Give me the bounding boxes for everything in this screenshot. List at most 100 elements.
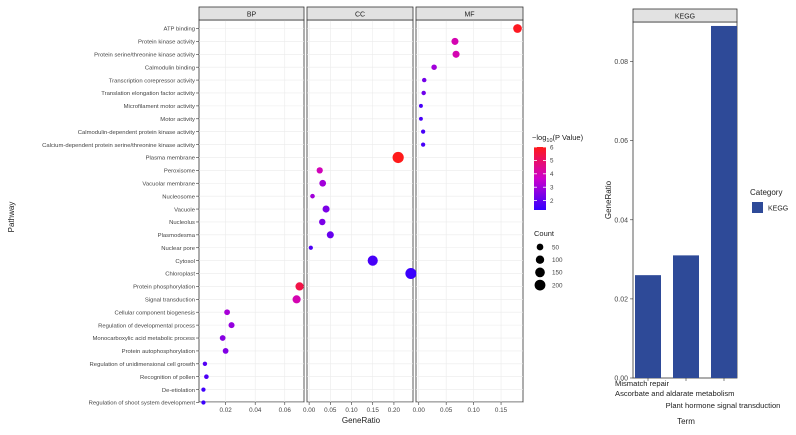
data-point [219,335,226,341]
strip-label-mf: MF [464,12,474,19]
data-point [418,116,423,121]
size-legend-dot [534,279,546,291]
x-tick-label: 0.15 [367,407,380,414]
pathway-label: Transcription corepressor activity [109,78,195,84]
color-tick-label: 3 [550,185,554,192]
size-legend-items: 50 100 150 200 [534,243,563,291]
pathway-label: Protein phosphorylation [133,285,195,291]
data-point [224,309,230,316]
color-tick-label: 4 [550,171,554,178]
strip-mf [415,6,524,21]
bar-x-label: Plant hormone signal transduction [666,401,781,410]
panel-bp [198,19,305,403]
x-tick-label: 0.05 [324,407,337,414]
pathway-label: Translation elongation factor activity [101,91,195,97]
data-point [421,129,426,134]
data-point [319,179,327,187]
kegg-strip [632,8,738,23]
category-legend: Category KEGG [750,188,788,213]
panel-mf [415,19,524,403]
color-gradient-bar [534,147,546,210]
category-legend-label: KEGG [768,206,788,213]
x-axis-title: GeneRatio [342,416,381,425]
size-legend-label: 100 [552,257,563,264]
pathway-label: Monocarboxylic acid metabolic process [93,336,196,342]
pathway-label: De-etiolation [162,388,195,394]
data-point [421,142,426,147]
pathway-label: Protein kinase activity [138,40,195,46]
data-point [326,231,334,239]
data-point [421,90,426,96]
y-axis-title: Pathway [7,202,16,233]
x-tick-label: 0.20 [388,407,401,414]
color-tick-label: 5 [550,158,554,165]
color-legend-title-sub: 10 [546,138,552,144]
gridlines [199,20,523,403]
facet-strips: BP CC MF [198,6,524,21]
data-point [452,50,460,58]
data-point [392,151,404,164]
data-point [513,24,522,33]
x-tick-labels: 0.02 0.04 0.06 0.00 0.05 0.10 0.15 0.20 0.00 0.05… [219,402,508,414]
strip-label-cc: CC [355,12,365,19]
size-legend-dot [536,243,544,251]
data-point [308,245,313,250]
bar [673,255,699,378]
pathway-label: Calcium-dependent protein serine/threoni… [42,143,195,149]
color-tick-label: 6 [550,144,554,151]
pathway-label: Nucleolus [169,220,195,226]
x-tick-label: 0.05 [440,407,453,414]
bar-y-axis-title: GeneRatio [604,180,613,219]
data-point [222,348,229,354]
pathway-label: Microfilament motor activity [124,104,195,110]
pathway-label: Calmodulin binding [145,65,195,71]
data-point [367,255,378,266]
data-point [201,387,206,392]
pathway-label: Regulation of unidimensional cell growth [90,362,195,368]
pathway-label: Calmodulin-dependent protein kinase acti… [78,130,195,136]
panel-cc [306,19,414,403]
size-legend: Count 50 100 150 200 [534,229,563,291]
size-legend-label: 50 [552,244,560,251]
color-legend-title-suffix: (P Value) [553,133,584,142]
bar-x-label: Ascorbate and aldarate metabolism [615,389,734,398]
category-legend-title: Category [750,188,782,197]
x-tick-label: 0.00 [413,407,426,414]
data-point [228,322,235,329]
strip-bp [198,6,305,21]
category-legend-key [752,202,763,213]
data-point [405,268,417,280]
x-tick-label: 0.10 [467,407,480,414]
pathway-label: Chloroplast [165,272,195,278]
pathway-label: Cytosol [175,259,195,265]
pathway-labels: ATP binding Protein kinase activity Protei… [42,27,199,407]
pathway-label: Protein serine/threonine kinase activity [94,52,195,58]
x-tick-label: 0.04 [249,407,262,414]
bar [635,275,661,378]
data-point [422,77,427,83]
bar-y-ticks: 0.00 0.02 0.04 0.06 0.08 [614,59,633,383]
pathway-label: Cellular component biogenesis [114,310,195,316]
data-point [319,218,326,226]
data-point [316,167,323,174]
x-tick-label: 0.00 [303,407,316,414]
bar-y-tick-label: 0.00 [614,376,628,383]
size-legend-label: 200 [552,282,563,289]
pathway-label: Plasmodesma [158,233,196,239]
kegg-strip-label: KEGG [675,14,695,21]
bar-y-tick-label: 0.08 [614,59,628,66]
pathway-label: Vacuolar membrane [142,181,195,187]
data-point [322,205,330,213]
dot-chart: BP CC MF ATP binding Protein kinase activit… [7,6,524,425]
bar [711,25,737,378]
x-tick-label: 0.10 [345,407,358,414]
size-legend-dot [535,255,545,264]
bar-y-tick-label: 0.02 [614,296,628,303]
data-point [292,295,301,304]
size-legend-label: 150 [552,270,563,277]
x-tick-label: 0.15 [495,407,508,414]
pathway-label: Regulation of developmental process [98,323,195,329]
x-tick-label: 0.06 [279,407,292,414]
